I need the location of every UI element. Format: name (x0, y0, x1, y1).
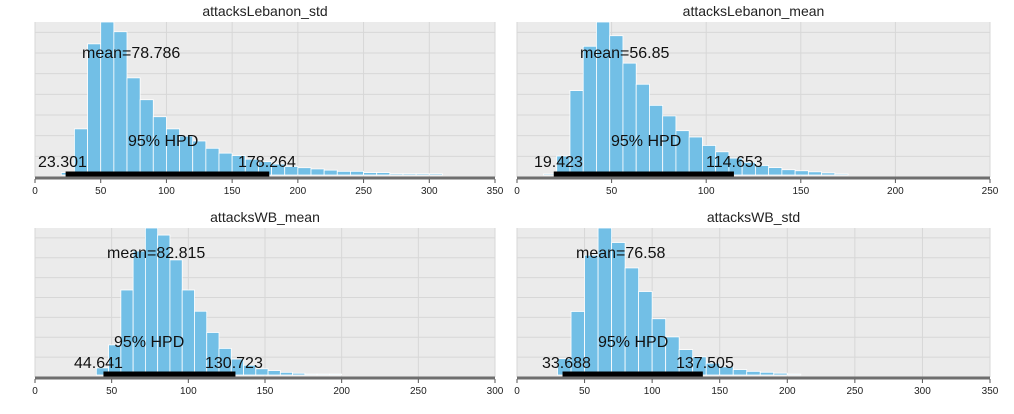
histogram-bar (279, 371, 294, 376)
x-tick-label: 150 (792, 186, 809, 197)
histogram-panel: 0 50 100 150 200 250 300 350 attacksWB_std mean=7… (514, 209, 999, 397)
histogram-bar (611, 242, 626, 376)
mean-annotation: mean=82.815 (107, 245, 205, 262)
x-tick-label: 350 (487, 186, 504, 197)
x-tick-label: 100 (644, 386, 661, 397)
hpd-annotation: 95% HPD (114, 334, 184, 351)
x-tick-label: 200 (290, 186, 307, 197)
hpd-annotation: 95% HPD (611, 133, 681, 150)
x-tick-label: 100 (698, 186, 715, 197)
hpd-lower-annotation: 19.423 (534, 154, 583, 171)
x-tick-label: 0 (514, 186, 520, 197)
x-tick-label: 250 (410, 386, 427, 397)
mean-annotation: mean=56.85 (580, 45, 670, 62)
histogram-bar (582, 45, 597, 176)
hpd-lower-annotation: 23.301 (38, 154, 87, 171)
histogram-bar (768, 167, 783, 176)
histogram-bar (310, 168, 325, 176)
x-tick-label: 200 (887, 186, 904, 197)
histogram-bar (292, 372, 306, 376)
hpd-lower-annotation: 44.641 (74, 355, 123, 372)
panel-title: attacksWB_mean (210, 209, 320, 225)
hpd-annotation: 95% HPD (128, 133, 198, 150)
histogram-bar (181, 289, 195, 376)
histogram-bar (781, 169, 796, 176)
x-tick-label: 0 (514, 386, 520, 397)
histogram-bar (297, 167, 312, 176)
histogram-panel: 0 50 100 150 200 250 attacksLebanon_mean mean=5… (514, 3, 999, 197)
x-tick-label: 250 (355, 186, 372, 197)
histogram-bar (267, 370, 281, 376)
histogram-bar (402, 173, 417, 176)
histogram-bar (746, 370, 761, 376)
x-tick-label: 300 (487, 386, 504, 397)
panel-title: attacksLebanon_std (202, 3, 327, 19)
x-tick-label: 50 (579, 386, 591, 397)
histogram-bar (389, 173, 404, 176)
histogram-bar (87, 43, 102, 176)
histogram-bar (126, 77, 141, 176)
x-tick-label: 200 (333, 386, 350, 397)
histogram-bar (834, 173, 849, 176)
hpd-upper-annotation: 130.723 (205, 355, 263, 372)
histogram-bar (732, 369, 748, 376)
x-tick-label: 300 (421, 186, 438, 197)
x-tick-label: 200 (779, 386, 796, 397)
histogram-bar (304, 373, 318, 376)
histogram-bar (622, 62, 637, 176)
histogram-bar (336, 170, 351, 176)
x-tick-label: 250 (847, 386, 864, 397)
histogram-bar (786, 373, 802, 376)
histogram-bar (205, 147, 220, 176)
hpd-upper-annotation: 114.653 (706, 154, 763, 171)
x-tick-label: 0 (32, 186, 38, 197)
x-tick-label: 150 (224, 186, 241, 197)
histogram-panel: 0 50 100 150 200 250 300 350 attacksLebanon_stdm… (32, 3, 504, 197)
x-tick-label: 350 (982, 386, 999, 397)
histogram-bar (323, 169, 338, 176)
x-tick-label: 50 (106, 386, 118, 397)
histogram-bar (635, 83, 650, 176)
x-tick-label: 300 (914, 386, 931, 397)
histogram-bar (376, 172, 391, 176)
histogram-bar (821, 172, 836, 176)
x-tick-label: 0 (32, 386, 38, 397)
histogram-bar (624, 267, 640, 376)
histogram-bar (169, 259, 183, 376)
panel-title: attacksWB_std (707, 209, 800, 225)
x-tick-label: 50 (606, 186, 618, 197)
histogram-bar (350, 170, 364, 176)
histogram-bar (316, 373, 330, 376)
mean-annotation: mean=76.58 (576, 245, 666, 262)
histogram-bar (132, 250, 146, 376)
hpd-upper-annotation: 178.264 (238, 154, 296, 171)
x-tick-label: 250 (982, 186, 999, 197)
mean-annotation: mean=78.786 (82, 45, 180, 62)
histogram-bar (363, 172, 378, 176)
x-tick-label: 100 (180, 386, 197, 397)
hpd-upper-annotation: 137.505 (676, 355, 734, 372)
histogram-bar (428, 173, 443, 176)
hpd-annotation: 95% HPD (598, 334, 668, 351)
x-tick-label: 100 (158, 186, 175, 197)
histogram-bar (328, 373, 343, 376)
panel-title: attacksLebanon_mean (683, 3, 825, 19)
histogram-bar (759, 371, 775, 376)
histogram-bar (773, 372, 788, 376)
histogram-bar (688, 136, 703, 176)
x-tick-label: 150 (257, 386, 274, 397)
histogram-bar (794, 170, 809, 176)
histogram-bar (415, 173, 430, 176)
hpd-lower-annotation: 33.688 (542, 355, 591, 372)
histogram-panel: 0 50 100 150 200 250 300 attacksWB_mean mean=82.… (32, 209, 504, 397)
x-tick-label: 150 (711, 386, 728, 397)
histogram-bar (807, 171, 823, 176)
x-tick-label: 50 (95, 186, 107, 197)
